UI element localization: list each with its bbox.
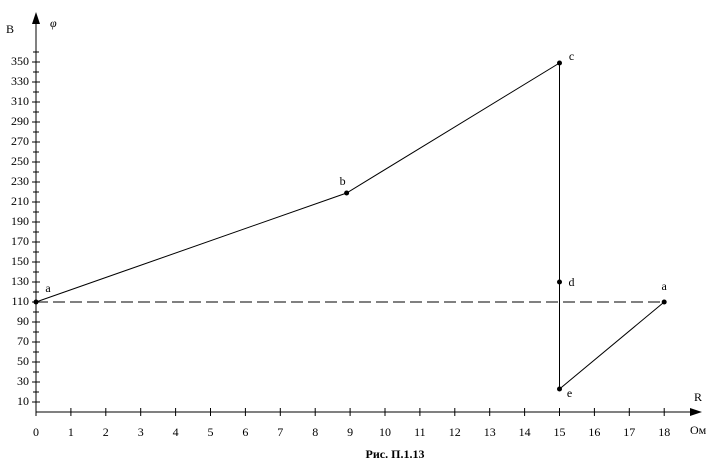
point-label: c — [569, 49, 574, 63]
y-tick-label: 130 — [11, 274, 29, 288]
point — [557, 279, 562, 285]
x-tick-label: 17 — [623, 425, 635, 439]
x-tick-label: 5 — [208, 425, 214, 439]
point-label: e — [567, 386, 572, 400]
x-tick-label: 9 — [347, 425, 353, 439]
y-tick-label: 230 — [11, 174, 29, 188]
point-label: a — [662, 279, 668, 293]
point — [344, 190, 350, 196]
point-label: b — [340, 174, 346, 188]
point — [557, 60, 562, 66]
point — [33, 299, 39, 305]
point — [557, 386, 562, 392]
y-tick-label: 190 — [11, 214, 29, 228]
x-tick-label: 10 — [379, 425, 391, 439]
x-tick-label: 6 — [242, 425, 248, 439]
y-tick-label: 10 — [17, 394, 29, 408]
point-label: d — [569, 275, 575, 289]
y-tick-label: 70 — [17, 334, 29, 348]
x-tick-label: 3 — [138, 425, 144, 439]
x-tick-label: 11 — [414, 425, 426, 439]
x-tick-label: 7 — [277, 425, 283, 439]
x-tick-label: 12 — [449, 425, 461, 439]
y-tick-label: 90 — [17, 314, 29, 328]
caption: Рис. П.1.13 — [366, 447, 425, 461]
x-unit: Ом — [690, 423, 707, 437]
x-tick-label: 2 — [103, 425, 109, 439]
x-tick-label: 14 — [519, 425, 531, 439]
x-tick-label: 1 — [68, 425, 74, 439]
x-arrow — [690, 408, 702, 416]
x-tick-label: 0 — [33, 425, 39, 439]
x-symbol: R — [694, 390, 702, 404]
point — [661, 299, 667, 305]
x-tick-label: 18 — [658, 425, 670, 439]
y-tick-label: 270 — [11, 134, 29, 148]
y-tick-label: 250 — [11, 154, 29, 168]
y-tick-label: 330 — [11, 74, 29, 88]
y-tick-label: 310 — [11, 94, 29, 108]
x-tick-label: 16 — [588, 425, 600, 439]
x-tick-label: 8 — [312, 425, 318, 439]
x-tick-label: 4 — [173, 425, 179, 439]
y-tick-label: 50 — [17, 354, 29, 368]
y-arrow — [32, 12, 40, 24]
y-tick-label: 210 — [11, 194, 29, 208]
y-tick-label: 350 — [11, 54, 29, 68]
y-tick-label: 170 — [11, 234, 29, 248]
y-tick-label: 290 — [11, 114, 29, 128]
y-symbol: φ — [50, 16, 57, 30]
y-tick-label: 110 — [11, 294, 29, 308]
y-tick-label: 30 — [17, 374, 29, 388]
x-tick-label: 13 — [484, 425, 496, 439]
point-label: a — [45, 281, 51, 295]
y-tick-label: 150 — [11, 254, 29, 268]
y-unit: B — [6, 22, 14, 36]
potential-line — [35, 62, 665, 391]
x-tick-label: 15 — [554, 425, 566, 439]
